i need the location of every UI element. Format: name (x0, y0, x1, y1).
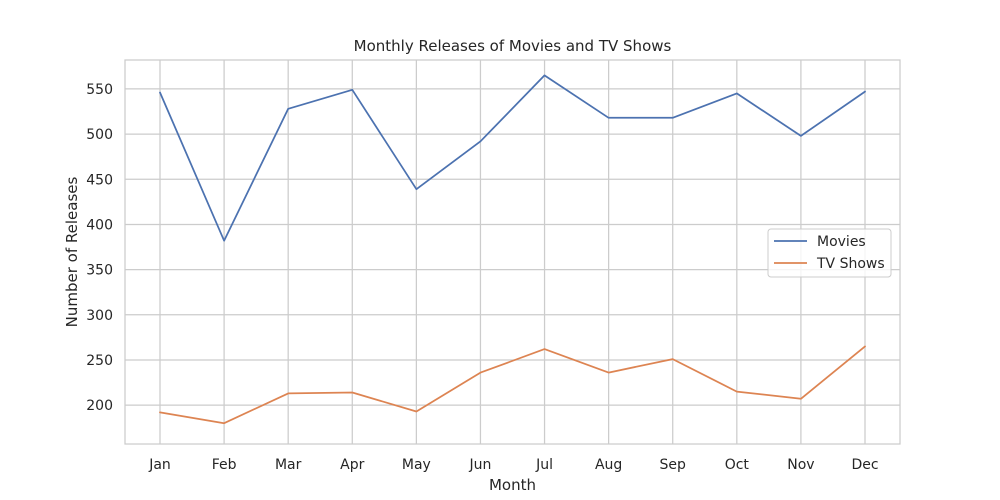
x-tick-label: Aug (595, 457, 622, 473)
x-tick-label: Feb (212, 457, 237, 473)
x-tick-label: Jan (148, 457, 171, 473)
series-line-tv-shows (159, 345, 866, 425)
y-tick-label: 350 (86, 263, 113, 279)
y-tick-label: 200 (86, 398, 113, 414)
y-tick-label: 250 (86, 353, 113, 369)
x-tick-label: Jul (535, 457, 553, 473)
plot-frame (124, 59, 901, 445)
x-tick-label: Dec (851, 457, 878, 473)
y-axis-ticks: 200 250 300 350 400 450 500 550 (86, 82, 113, 414)
y-tick-label: 450 (86, 172, 113, 188)
grid-lines (125, 60, 900, 444)
y-tick-label: 300 (86, 308, 113, 324)
x-tick-label: Apr (340, 457, 364, 473)
series-line-movies (159, 74, 866, 242)
x-tick-label: May (402, 457, 431, 473)
y-tick-label: 550 (86, 82, 113, 98)
y-tick-label: 500 (86, 127, 113, 143)
x-tick-label: Nov (787, 457, 814, 473)
x-tick-label: Oct (725, 457, 750, 473)
y-tick-label: 400 (86, 217, 113, 233)
legend-label-movies: Movies (817, 234, 866, 250)
x-tick-label: Jun (469, 457, 492, 473)
chart-title: Monthly Releases of Movies and TV Shows (354, 37, 672, 55)
x-axis-ticks: Jan Feb Mar Apr May Jun Jul Aug Sep Oct Nov Dec (148, 457, 878, 473)
legend-label-tv-shows: TV Shows (816, 256, 885, 272)
x-tick-label: Mar (275, 457, 302, 473)
y-axis-label: Number of Releases (63, 176, 81, 327)
legend: Movies TV Shows (767, 228, 892, 278)
x-axis-label: Month (489, 476, 536, 494)
series-lines (159, 74, 866, 425)
x-tick-label: Sep (660, 457, 687, 473)
